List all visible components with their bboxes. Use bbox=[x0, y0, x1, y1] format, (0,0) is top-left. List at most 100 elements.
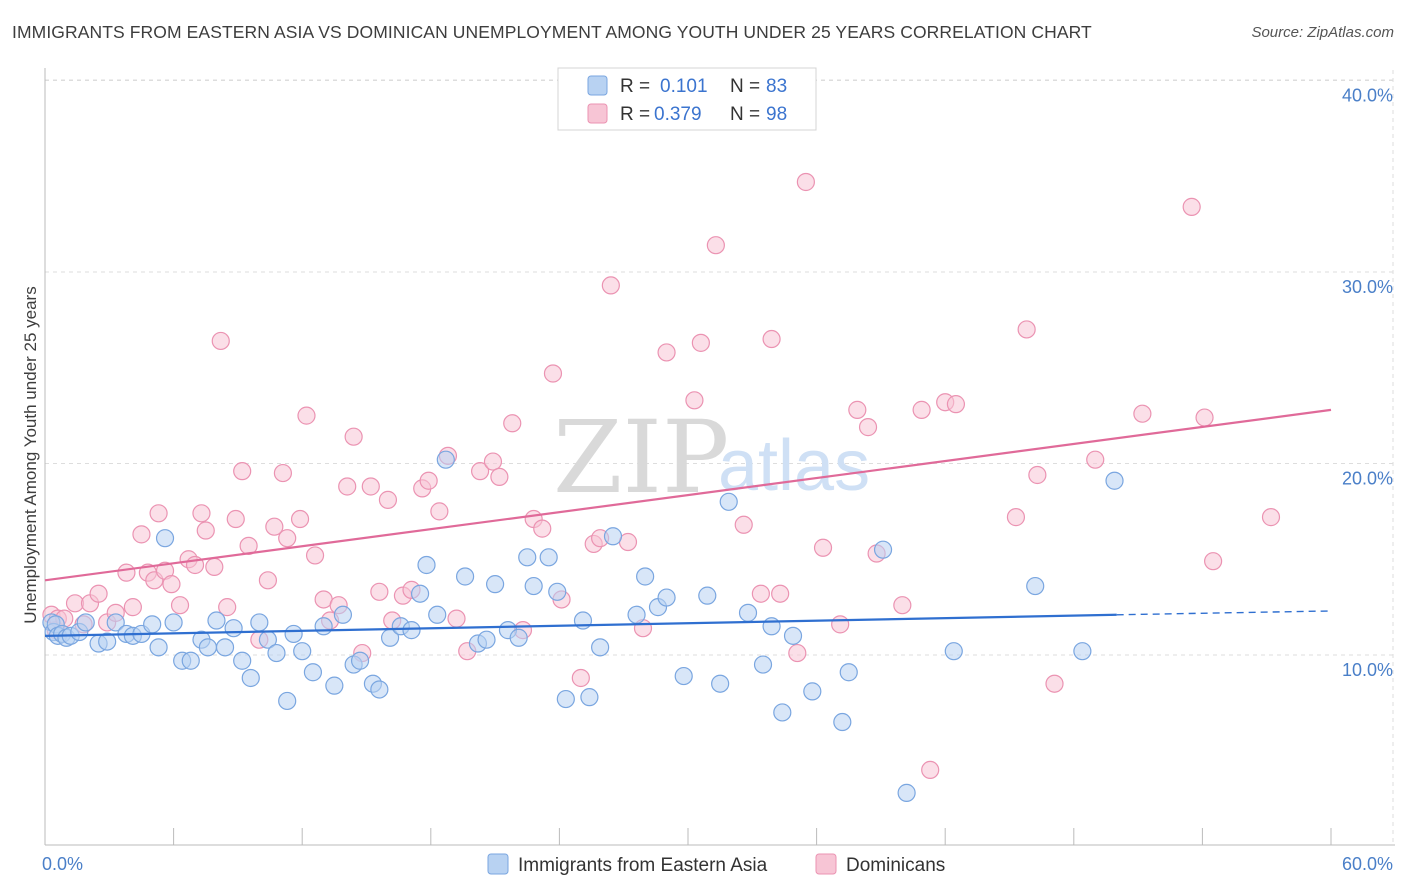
eastern-asia-point bbox=[477, 630, 496, 649]
y-tick-label: 20.0% bbox=[1342, 469, 1393, 489]
dominican-point bbox=[1006, 508, 1026, 527]
dominican-point bbox=[503, 414, 522, 433]
dominican-point bbox=[132, 525, 151, 544]
eastern-asia-point bbox=[155, 529, 175, 548]
eastern-asia-point bbox=[753, 655, 773, 674]
dominican-point bbox=[117, 563, 136, 582]
eastern-asia-point bbox=[233, 651, 252, 670]
dominican-point bbox=[196, 521, 215, 540]
eastern-asia-point bbox=[580, 688, 599, 707]
eastern-asia-point bbox=[509, 628, 528, 647]
dominican-point bbox=[419, 471, 438, 490]
dominican-point bbox=[344, 427, 363, 446]
dominican-point bbox=[571, 668, 590, 688]
dominican-point bbox=[290, 509, 310, 529]
dominican-point bbox=[788, 643, 807, 663]
dominican-point bbox=[543, 364, 563, 383]
eastern-asia-point bbox=[215, 638, 235, 657]
dominican-point bbox=[1045, 674, 1064, 693]
dominican-point bbox=[921, 760, 940, 780]
eastern-asia-trend-extension bbox=[1116, 610, 1332, 616]
legend-n-value: 98 bbox=[766, 104, 787, 125]
eastern-asia-point bbox=[627, 605, 646, 624]
dominican-point bbox=[1017, 320, 1036, 339]
eastern-asia-point bbox=[143, 615, 162, 634]
eastern-asia-point bbox=[1073, 642, 1092, 661]
eastern-asia-point bbox=[803, 682, 822, 701]
legend-series-label: Dominicans bbox=[846, 855, 945, 876]
legend-n-label: N = bbox=[730, 76, 760, 97]
eastern-asia-point bbox=[539, 548, 558, 567]
dominican-point bbox=[848, 400, 867, 419]
dominican-point bbox=[470, 462, 490, 481]
eastern-asia-point bbox=[1026, 576, 1045, 596]
dominican-point bbox=[338, 477, 357, 496]
dominican-point bbox=[297, 406, 316, 425]
dominican-point bbox=[218, 598, 237, 617]
y-axis-label: Unemployment Among Youth under 25 years bbox=[21, 286, 40, 623]
dominican-point bbox=[657, 343, 676, 362]
dominican-point bbox=[233, 462, 252, 481]
eastern-asia-point bbox=[524, 576, 543, 596]
eastern-asia-point bbox=[674, 666, 693, 686]
eastern-asia-point bbox=[198, 638, 217, 657]
dominican-point bbox=[258, 571, 278, 590]
dominican-point bbox=[796, 172, 815, 192]
dominican-point bbox=[912, 400, 931, 419]
dominican-point bbox=[734, 515, 753, 534]
eastern-asia-trend-line bbox=[44, 613, 1117, 637]
eastern-asia-point bbox=[1105, 471, 1124, 490]
dominican-point bbox=[123, 598, 142, 617]
eastern-asia-point bbox=[636, 567, 655, 586]
dominican-point bbox=[1028, 465, 1047, 485]
eastern-asia-point bbox=[783, 626, 803, 645]
eastern-asia-points bbox=[42, 450, 1124, 802]
x-tick-label-max: 60.0% bbox=[1342, 854, 1393, 874]
eastern-asia-point bbox=[267, 643, 286, 663]
legend-r-value: 0.379 bbox=[654, 104, 702, 125]
dominican-point bbox=[751, 584, 770, 603]
dominican-point bbox=[430, 502, 449, 521]
eastern-asia-point bbox=[548, 582, 567, 601]
eastern-asia-point bbox=[773, 703, 792, 722]
eastern-asia-point bbox=[106, 613, 125, 632]
y-tick-labels: 10.0% 20.0% 30.0% 40.0% bbox=[1342, 86, 1393, 681]
legend-swatch-dominicans bbox=[815, 853, 837, 875]
dominican-point bbox=[149, 504, 168, 523]
dominican-point bbox=[1204, 552, 1223, 571]
legend-swatch-eastern-asia bbox=[587, 75, 608, 96]
eastern-asia-point bbox=[410, 584, 430, 603]
eastern-asia-point bbox=[944, 642, 963, 661]
dominican-point bbox=[192, 504, 211, 523]
eastern-asia-point bbox=[762, 617, 781, 636]
trend-lines bbox=[44, 408, 1332, 637]
eastern-asia-point bbox=[402, 621, 421, 640]
dominican-point bbox=[89, 584, 108, 603]
series-legend: Immigrants from Eastern Asia Dominicans bbox=[487, 853, 945, 876]
source-label: Source: ZipAtlas.com bbox=[1251, 24, 1394, 41]
x-tick-label-min: 0.0% bbox=[42, 854, 83, 874]
legend-n-value: 83 bbox=[766, 76, 787, 97]
eastern-asia-point bbox=[873, 540, 893, 559]
eastern-asia-point bbox=[314, 617, 333, 636]
dominican-point bbox=[273, 463, 293, 483]
dominican-point bbox=[265, 517, 284, 536]
dominican-point bbox=[533, 519, 552, 538]
eastern-asia-point bbox=[897, 783, 916, 802]
eastern-asia-point bbox=[370, 680, 389, 699]
dominican-point bbox=[601, 276, 620, 295]
eastern-asia-point bbox=[241, 668, 260, 688]
dominican-point bbox=[483, 452, 503, 471]
dominican-point bbox=[205, 557, 224, 577]
watermark: ZIP atlas bbox=[553, 399, 870, 516]
legend-swatch-eastern-asia bbox=[487, 853, 509, 875]
legend-series-label: Immigrants from Eastern Asia bbox=[518, 855, 768, 876]
eastern-asia-point bbox=[657, 588, 676, 607]
eastern-asia-point bbox=[207, 611, 226, 630]
dominican-point bbox=[1133, 404, 1152, 423]
eastern-asia-point bbox=[711, 674, 730, 693]
eastern-asia-point bbox=[698, 586, 717, 605]
dominican-point bbox=[361, 477, 380, 496]
eastern-asia-point bbox=[284, 624, 303, 644]
eastern-asia-point bbox=[556, 689, 575, 709]
